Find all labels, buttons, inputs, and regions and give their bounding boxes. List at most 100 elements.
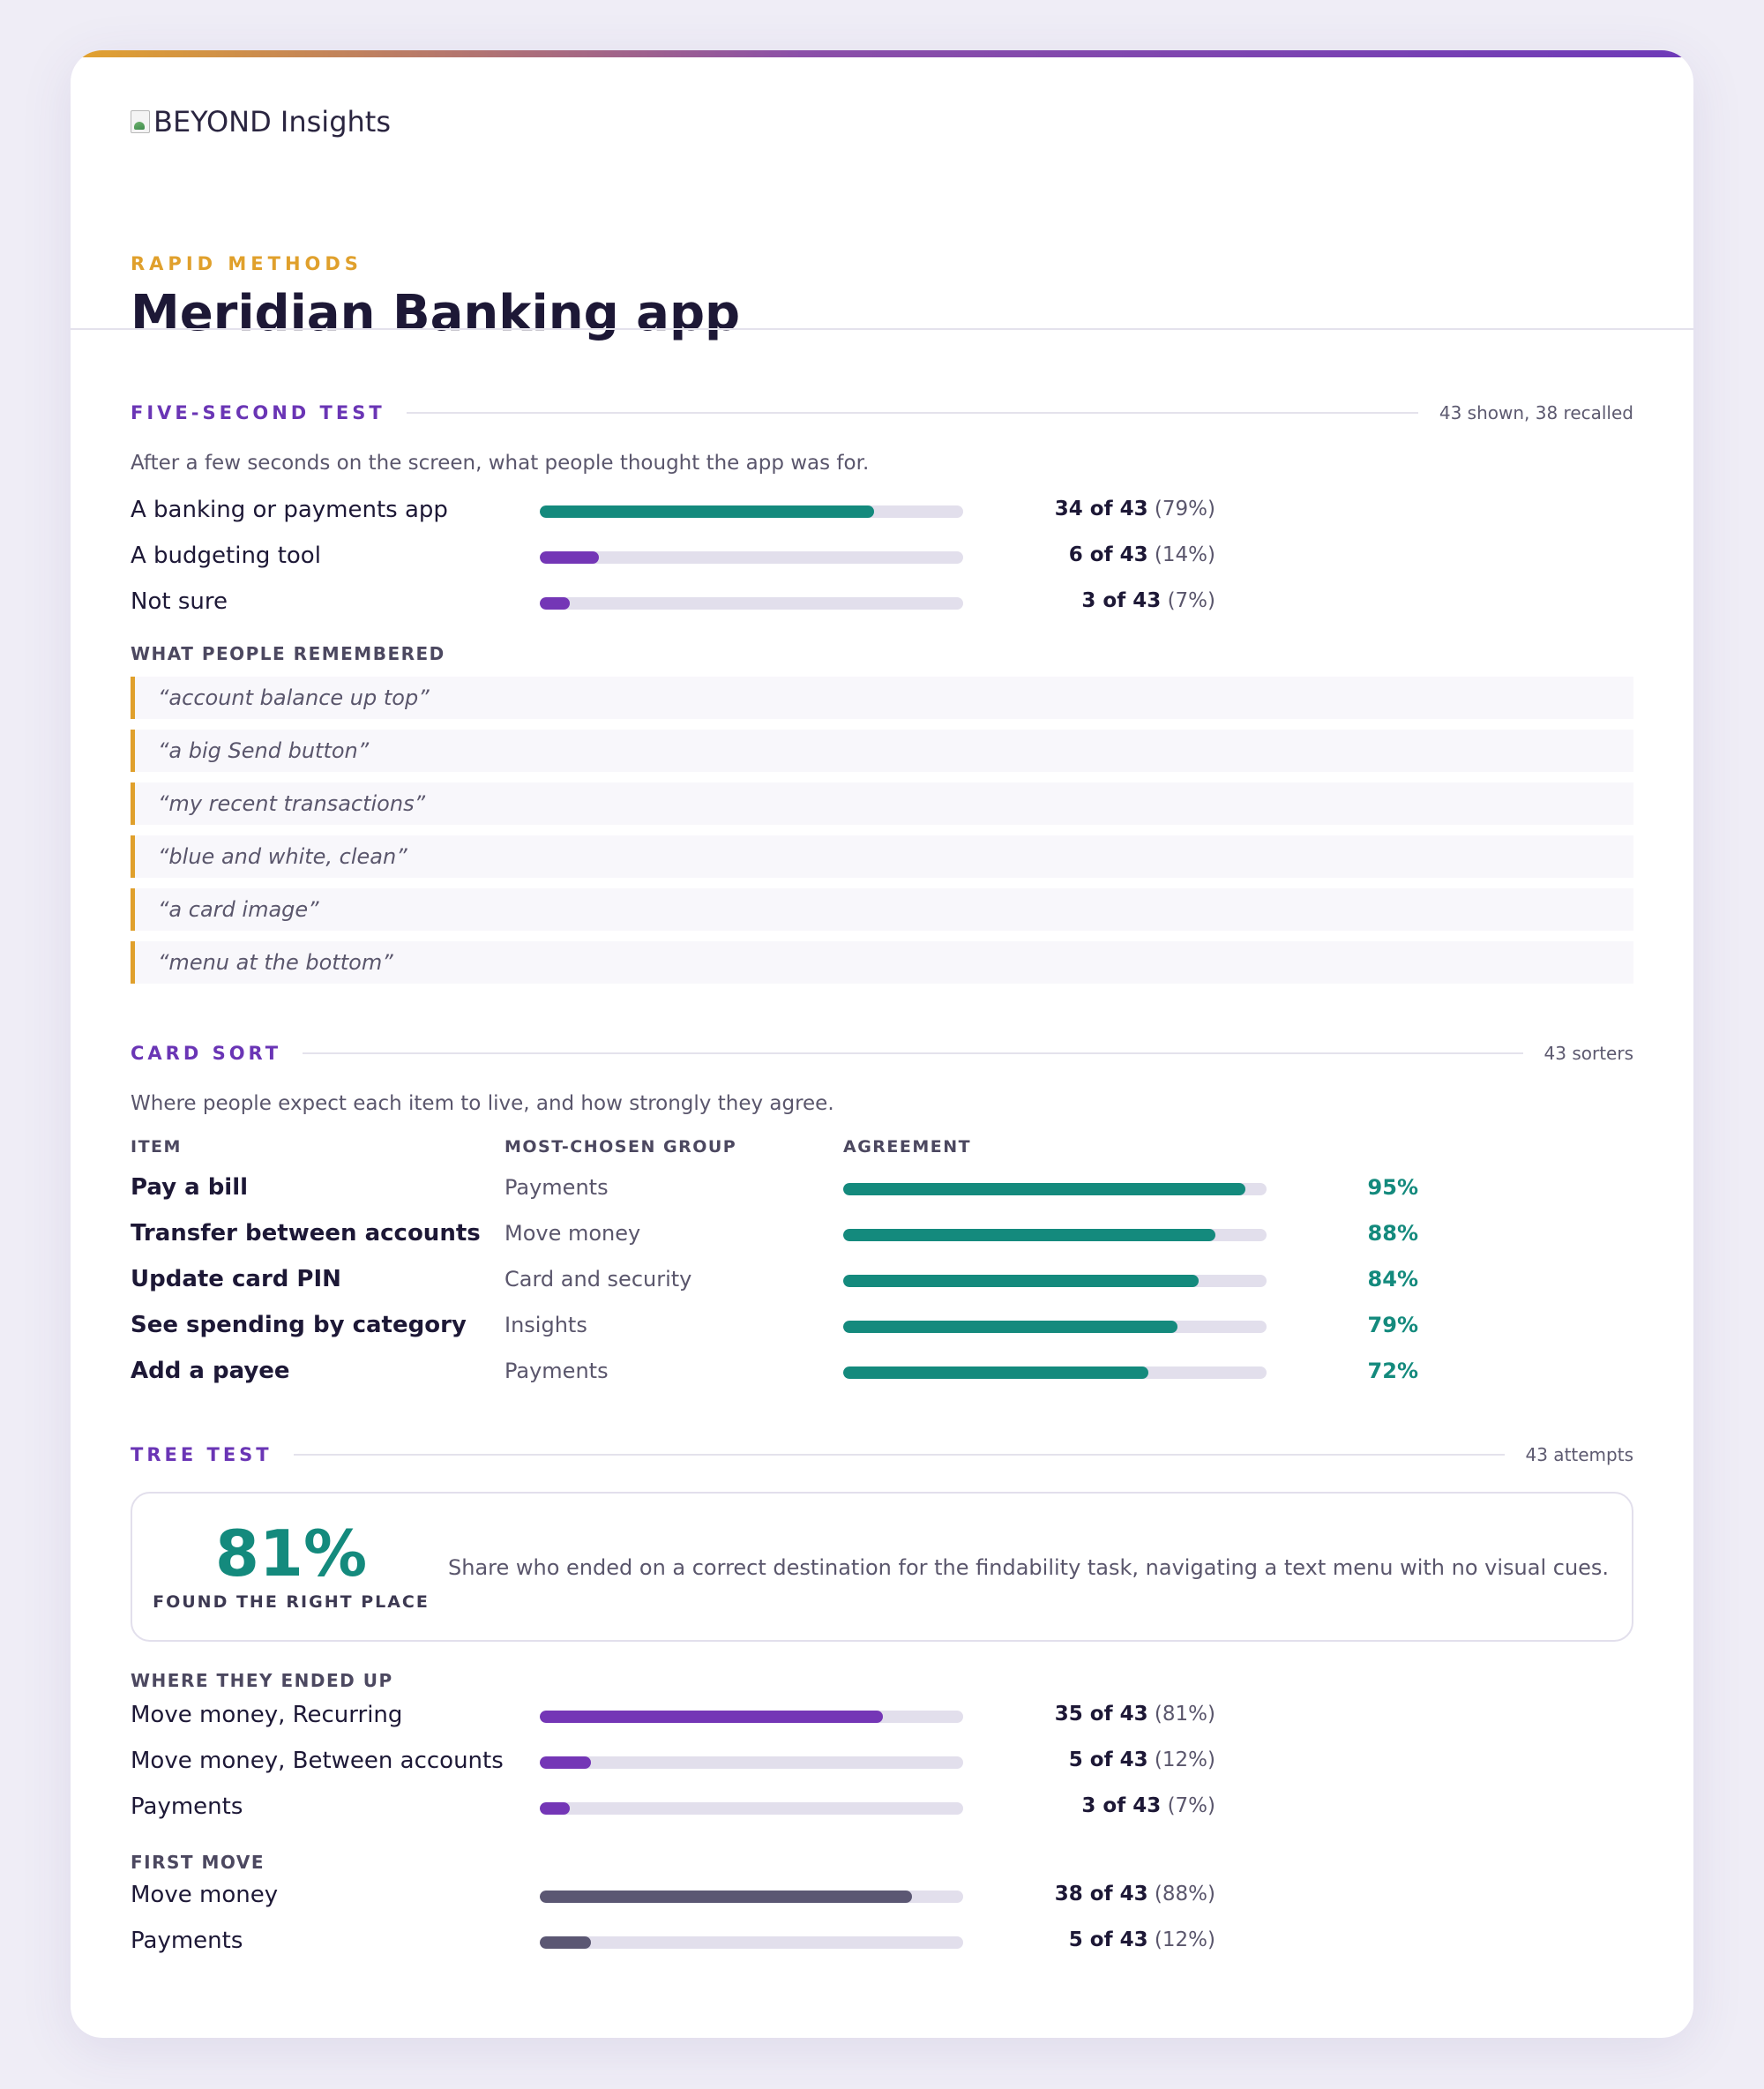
- logo-text: BEYOND Insights: [153, 105, 391, 139]
- card-sort-group: Insights: [505, 1313, 587, 1337]
- card-sort-item: Pay a bill: [131, 1174, 249, 1201]
- broken-image-icon: [131, 110, 150, 133]
- bar-label: A budgeting tool: [131, 543, 321, 569]
- bar-count: 6 of 43 (14%): [1068, 543, 1215, 566]
- five-second-description: After a few seconds on the screen, what …: [131, 452, 870, 475]
- five-second-bar-row: Not sure 3 of 43 (7%): [131, 587, 1215, 618]
- card-sort-description: Where people expect each item to live, a…: [131, 1092, 834, 1115]
- bar-track: [540, 1711, 963, 1723]
- agreement-pct: 88%: [1367, 1221, 1418, 1246]
- agreement-pct: 79%: [1367, 1313, 1418, 1337]
- five-second-section-header: FIVE-SECOND TEST 43 shown, 38 recalled: [131, 400, 1633, 426]
- agreement-track: [843, 1366, 1267, 1379]
- bar-track: [540, 1936, 963, 1949]
- card-sort-item: Transfer between accounts: [131, 1220, 481, 1247]
- bar-track: [540, 505, 963, 518]
- bar-label: Payments: [131, 1928, 243, 1954]
- quote-item: “account balance up top”: [131, 677, 1633, 719]
- quote-item: “my recent transactions”: [131, 782, 1633, 825]
- card-sort-section-header: CARD SORT 43 sorters: [131, 1040, 1633, 1067]
- section-meta: 43 attempts: [1525, 1444, 1634, 1465]
- agreement-track: [843, 1229, 1267, 1241]
- quote-item: “a big Send button”: [131, 730, 1633, 772]
- bar-fill: [540, 551, 600, 564]
- bar-fill: [540, 505, 875, 518]
- agreement-track: [843, 1275, 1267, 1287]
- bar-fill: [540, 1936, 591, 1949]
- agreement-pct: 95%: [1367, 1175, 1418, 1200]
- ended-up-bar-row: Move money, Recurring 35 of 43 (81%): [131, 1700, 1215, 1732]
- section-title: CARD SORT: [131, 1043, 282, 1064]
- ended-up-bar-row: Move money, Between accounts 5 of 43 (12…: [131, 1746, 1215, 1778]
- section-title: TREE TEST: [131, 1444, 273, 1465]
- bar-label: Not sure: [131, 588, 228, 615]
- agreement-fill: [843, 1183, 1245, 1195]
- column-header-item: ITEM: [131, 1137, 182, 1157]
- agreement-fill: [843, 1321, 1178, 1333]
- bar-label: Payments: [131, 1793, 243, 1820]
- card-sort-row: Update card PIN Card and security 84%: [131, 1264, 1454, 1299]
- bar-track: [540, 1891, 963, 1903]
- bar-count: 5 of 43 (12%): [1068, 1748, 1215, 1771]
- brand-logo: BEYOND Insights: [131, 105, 391, 139]
- stat-description: Share who ended on a correct destination…: [448, 1555, 1610, 1580]
- ended-up-bar-row: Payments 3 of 43 (7%): [131, 1792, 1215, 1823]
- agreement-track: [843, 1183, 1267, 1195]
- five-second-bar-row: A budgeting tool 6 of 43 (14%): [131, 541, 1215, 573]
- first-move-bar-row: Payments 5 of 43 (12%): [131, 1926, 1215, 1958]
- first-move-bar-row: Move money 38 of 43 (88%): [131, 1880, 1215, 1912]
- bar-count: 38 of 43 (88%): [1054, 1883, 1215, 1906]
- bar-fill: [540, 597, 570, 610]
- bar-label: Move money, Recurring: [131, 1702, 403, 1728]
- card-sort-item: Update card PIN: [131, 1266, 341, 1292]
- card-sort-group: Payments: [505, 1175, 609, 1200]
- tree-test-stat-box: 81% FOUND THE RIGHT PLACE Share who ende…: [131, 1492, 1633, 1642]
- bar-label: Move money: [131, 1882, 279, 1908]
- agreement-pct: 72%: [1367, 1359, 1418, 1383]
- card-sort-group: Card and security: [505, 1267, 692, 1292]
- report-card: BEYOND Insights RAPID METHODS Meridian B…: [71, 50, 1693, 2038]
- section-meta: 43 shown, 38 recalled: [1439, 402, 1633, 423]
- bar-fill: [540, 1711, 883, 1723]
- five-second-bar-row: A banking or payments app 34 of 43 (79%): [131, 495, 1215, 527]
- ended-up-label: WHERE THEY ENDED UP: [131, 1670, 393, 1691]
- bar-count: 3 of 43 (7%): [1081, 589, 1215, 612]
- eyebrow-label: RAPID METHODS: [131, 253, 363, 274]
- card-sort-group: Move money: [505, 1221, 641, 1246]
- section-rule: [303, 1052, 1523, 1054]
- tree-test-section-header: TREE TEST 43 attempts: [131, 1441, 1633, 1468]
- column-header-agreement: AGREEMENT: [843, 1137, 972, 1157]
- bar-track: [540, 551, 963, 564]
- section-title: FIVE-SECOND TEST: [131, 402, 385, 423]
- bar-track: [540, 1756, 963, 1769]
- agreement-track: [843, 1321, 1267, 1333]
- bar-count: 5 of 43 (12%): [1068, 1928, 1215, 1951]
- first-move-label: FIRST MOVE: [131, 1852, 265, 1873]
- agreement-fill: [843, 1366, 1148, 1379]
- bar-track: [540, 597, 963, 610]
- card-sort-item: See spending by category: [131, 1312, 467, 1338]
- agreement-pct: 84%: [1367, 1267, 1418, 1292]
- quote-item: “a card image”: [131, 888, 1633, 931]
- bar-count: 34 of 43 (79%): [1054, 498, 1215, 520]
- section-rule: [293, 1454, 1505, 1456]
- quote-item: “blue and white, clean”: [131, 835, 1633, 878]
- bar-count: 35 of 43 (81%): [1054, 1703, 1215, 1726]
- bar-fill: [540, 1891, 913, 1903]
- stat-caption: FOUND THE RIGHT PLACE: [153, 1592, 430, 1612]
- page-title: Meridian Banking app: [131, 285, 741, 342]
- section-meta: 43 sorters: [1544, 1043, 1633, 1064]
- agreement-fill: [843, 1229, 1216, 1241]
- card-sort-row: Transfer between accounts Move money 88%: [131, 1218, 1454, 1254]
- bar-count: 3 of 43 (7%): [1081, 1794, 1215, 1817]
- card-sort-row: Pay a bill Payments 95%: [131, 1172, 1454, 1208]
- bar-label: A banking or payments app: [131, 497, 448, 523]
- section-rule: [406, 412, 1418, 414]
- card-sort-row: Add a payee Payments 72%: [131, 1356, 1454, 1391]
- stat-value: 81%: [214, 1516, 368, 1591]
- card-sort-item: Add a payee: [131, 1358, 290, 1384]
- accent-gradient-bar: [71, 50, 1693, 57]
- card-sort-row: See spending by category Insights 79%: [131, 1310, 1454, 1345]
- quote-item: “menu at the bottom”: [131, 941, 1633, 984]
- agreement-fill: [843, 1275, 1200, 1287]
